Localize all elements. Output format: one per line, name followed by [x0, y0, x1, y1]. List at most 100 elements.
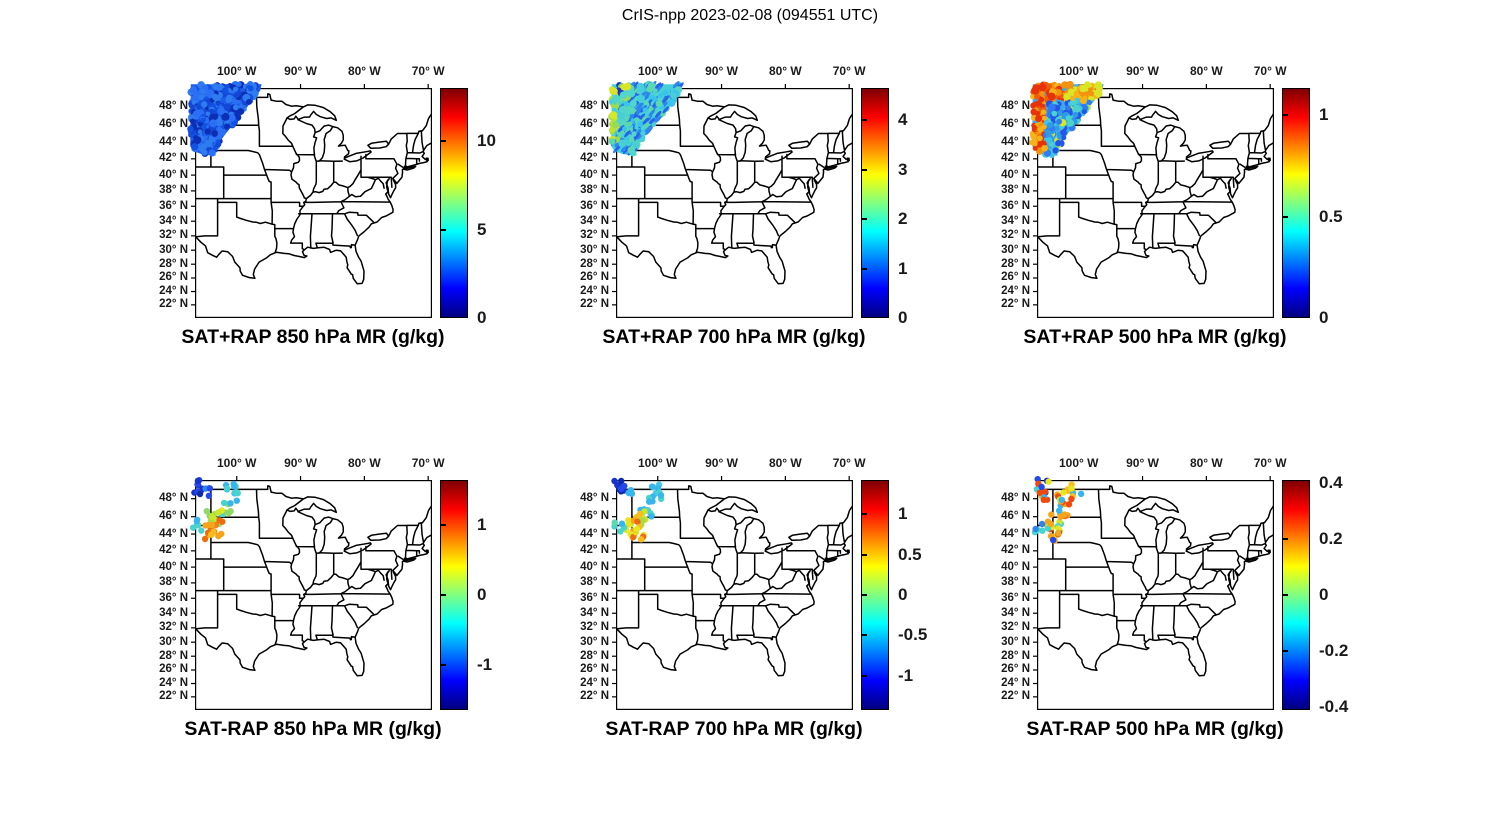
lat-tick-label: 40° N	[580, 168, 609, 181]
lat-tick-label: 38° N	[1001, 184, 1030, 197]
lat-tick-label: 38° N	[580, 576, 609, 589]
lat-tick-label: 24° N	[580, 677, 609, 690]
lat-tick-label: 36° N	[580, 199, 609, 212]
lat-tick-label: 32° N	[580, 229, 609, 242]
state-boundaries	[616, 93, 853, 285]
colorbar-tick-label: 1	[898, 504, 908, 523]
colorbar-tick-label: -0.5	[898, 625, 928, 645]
panel-sat-plus-rap-500: 100° W 90° W 80° W 70° W 48° N 46° N 44° N 42° …	[977, 53, 1397, 363]
colorbar-tick-label: 5	[477, 219, 487, 239]
state-boundaries	[195, 485, 432, 677]
colorbar-tick-mark	[441, 664, 446, 667]
lat-tick-label: 46° N	[580, 118, 609, 131]
colorbar-sat-plus-rap-700	[861, 88, 889, 318]
lat-tick-label: 48° N	[159, 100, 188, 113]
colorbar-tick-mark	[441, 228, 446, 231]
lat-tick-label: 42° N	[580, 544, 609, 557]
panel-title: SAT-RAP 500 hPa MR (g/kg)	[1026, 718, 1284, 740]
lat-tick-label: 26° N	[1001, 271, 1030, 284]
lat-tick-label: 22° N	[159, 690, 188, 703]
panel-sat-minus-rap-500: 100° W 90° W 80° W 70° W 48° N 46° N 44° N 42° …	[977, 445, 1397, 755]
colorbar-tick-label: 3	[898, 159, 908, 179]
lat-tick-label: 46° N	[159, 118, 188, 131]
lat-tick-label: 28° N	[159, 649, 188, 662]
lat-tick-label: 48° N	[159, 492, 188, 505]
panel-title: SAT+RAP 500 hPa MR (g/kg)	[1023, 326, 1287, 348]
lat-tick-label: 40° N	[1001, 560, 1030, 573]
lon-tick-label: 70° W	[832, 456, 866, 470]
lon-tick-label: 80° W	[1189, 64, 1223, 78]
us-map	[189, 476, 433, 711]
colorbar-tick-mark	[862, 553, 867, 556]
lat-tick-label: 32° N	[580, 621, 609, 634]
lon-tick-label: 90° W	[1126, 64, 1159, 78]
colorbar-tick-label: 0.5	[898, 544, 922, 564]
lon-tick-label: 100° W	[637, 64, 678, 78]
lat-tick-label: 28° N	[1001, 649, 1030, 662]
colorbar-tick-mark	[441, 523, 446, 526]
lon-tick-label: 90° W	[705, 64, 738, 78]
data-overlay-sat-minus-rap-500	[1031, 476, 1085, 544]
lat-tick-label: 34° N	[159, 214, 188, 227]
colorbar-tick-label: 0.5	[1319, 206, 1343, 226]
data-overlay-sat-minus-rap-850	[189, 477, 241, 543]
figure-title: CrIS-npp 2023-02-08 (094551 UTC)	[621, 7, 879, 24]
lat-tick-label: 34° N	[1001, 606, 1030, 619]
lat-tick-label: 34° N	[159, 606, 188, 619]
lat-tick-label: 42° N	[1001, 152, 1030, 165]
colorbar-tick-label: 0	[898, 308, 908, 327]
lon-tick-label: 80° W	[768, 64, 802, 78]
colorbar-tick-label: 2	[898, 209, 908, 229]
lat-tick-label: 30° N	[580, 243, 609, 256]
colorbar-tick-label: 4	[898, 110, 908, 130]
colorbar-tick-mark	[862, 513, 867, 515]
lat-tick-label: 22° N	[1001, 298, 1030, 311]
lon-tick-label: 70° W	[411, 64, 445, 78]
lat-tick-label: 42° N	[1001, 544, 1030, 557]
colorbar-tick-label: -1	[898, 665, 914, 685]
colorbar-tick-label: 1	[898, 258, 908, 278]
lat-tick-label: 24° N	[1001, 677, 1030, 690]
panel-title: SAT-RAP 850 hPa MR (g/kg)	[184, 718, 442, 740]
colorbar-tick-mark	[862, 674, 867, 677]
lat-tick-label: 36° N	[1001, 591, 1030, 604]
lon-tick-label: 90° W	[1126, 456, 1159, 470]
panel-sat-plus-rap-850: 100° W 90° W 80° W 70° W 48° N 46° N 44° N 42° …	[135, 53, 555, 363]
panel-title: SAT+RAP 850 hPa MR (g/kg)	[181, 326, 445, 348]
lat-tick-label: 36° N	[1001, 199, 1030, 212]
lat-tick-label: 36° N	[159, 199, 188, 212]
colorbar-tick-mark	[1283, 594, 1288, 596]
lat-tick-label: 22° N	[1001, 690, 1030, 703]
lat-tick-label: 42° N	[580, 152, 609, 165]
lat-tick-label: 40° N	[159, 168, 188, 181]
lat-tick-label: 24° N	[159, 677, 188, 690]
lat-tick-label: 40° N	[159, 560, 188, 573]
lon-tick-label: 70° W	[832, 64, 866, 78]
lat-tick-label: 36° N	[580, 591, 609, 604]
lat-tick-label: 40° N	[1001, 168, 1030, 181]
lat-tick-label: 48° N	[1001, 100, 1030, 113]
lat-tick-label: 38° N	[159, 184, 188, 197]
data-overlay-sat-plus-rap-700	[608, 80, 684, 157]
colorbar-tick-label: 0	[1319, 308, 1329, 327]
lon-tick-label: 100° W	[216, 456, 257, 470]
lat-tick-label: 44° N	[580, 135, 609, 148]
colorbar-tick-label: -0.2	[1319, 641, 1349, 661]
colorbar-tick-mark	[441, 594, 446, 596]
lon-tick-label: 80° W	[347, 64, 381, 78]
panel-title: SAT+RAP 700 hPa MR (g/kg)	[602, 326, 866, 348]
lon-tick-label: 80° W	[1189, 456, 1223, 470]
lat-tick-label: 22° N	[159, 298, 188, 311]
lon-tick-label: 90° W	[284, 456, 317, 470]
colorbar-tick-mark	[1283, 537, 1288, 540]
lat-tick-label: 46° N	[1001, 118, 1030, 131]
colorbar-tick-label: 0.4	[1319, 472, 1343, 492]
us-map	[611, 476, 854, 711]
colorbar-tick-label: 0	[477, 308, 487, 327]
lat-tick-label: 48° N	[580, 492, 609, 505]
lat-tick-label: 26° N	[159, 663, 188, 676]
lat-tick-label: 38° N	[580, 184, 609, 197]
state-boundaries	[1037, 485, 1274, 677]
panel-sat-minus-rap-700: 100° W 90° W 80° W 70° W 48° N 46° N 44° N 42° …	[556, 445, 976, 755]
